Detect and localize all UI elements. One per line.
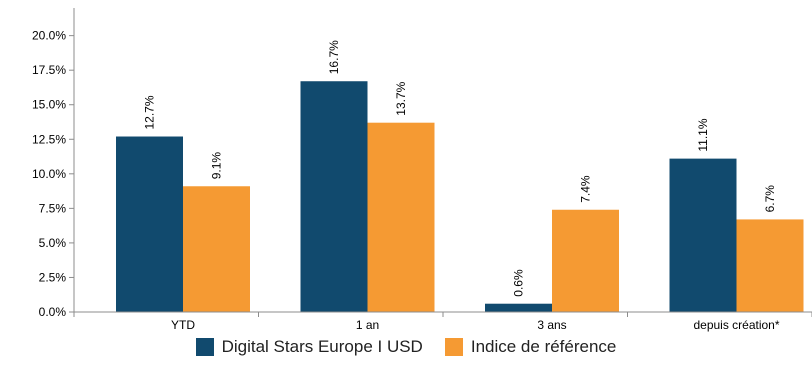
y-tick-label: 15.0% [32, 98, 66, 112]
bar-series-1-1 [300, 81, 368, 313]
bar-series-1-0 [116, 136, 183, 312]
y-axis: 0.0% 2.5% 5.0% 7.5% 10.0% 12.5% 15.0% 17.5% 20.0… [32, 8, 75, 319]
data-label: 7.4% [579, 175, 593, 203]
data-label: 16.7% [327, 40, 341, 74]
data-label: 12.7% [143, 95, 157, 129]
data-label: 11.1% [696, 118, 710, 151]
data-label: 9.1% [210, 152, 224, 180]
data-label: 13.7% [394, 81, 408, 115]
data-label: 0.6% [512, 269, 526, 297]
bar-series-1-3 [669, 158, 737, 312]
x-tick-label: depuis création* [693, 318, 779, 332]
x-tick-label: YTD [171, 318, 195, 332]
bar-series-2-1 [367, 122, 435, 312]
legend-swatch-series-2 [444, 338, 463, 356]
y-tick-label: 20.0% [32, 29, 66, 43]
bars [116, 81, 804, 313]
legend-swatch-series-1 [195, 338, 214, 356]
y-tick-label: 5.0% [39, 236, 67, 250]
bar-series-2-2 [552, 209, 619, 312]
legend-item-series-1: Digital Stars Europe I USD [195, 337, 423, 357]
legend-item-series-2: Indice de référence [444, 337, 617, 357]
bar-series-2-0 [183, 186, 250, 312]
bar-series-1-2 [485, 303, 552, 312]
bar-series-2-3 [736, 219, 804, 312]
y-tick-label: 2.5% [39, 270, 67, 284]
y-tick-label: 10.0% [32, 167, 66, 181]
x-axis: YTD 1 an 3 ans depuis création* [73, 311, 812, 332]
data-label: 6.7% [763, 185, 777, 213]
y-tick-label: 17.5% [32, 63, 66, 77]
y-tick-label: 12.5% [32, 132, 66, 146]
x-tick-label: 1 an [356, 318, 379, 332]
x-tick-label: 3 ans [537, 318, 566, 332]
y-tick-label: 7.5% [39, 201, 67, 215]
legend-label-series-2: Indice de référence [470, 337, 617, 356]
y-tick-label: 0.0% [39, 305, 67, 319]
data-labels: 12.7% 9.1% 16.7% 13.7% 0.6% 7.4% 11.1% 6.7% [143, 40, 778, 297]
legend: Digital Stars Europe I USD Indice de réf… [0, 337, 812, 357]
legend-label-series-1: Digital Stars Europe I USD [221, 337, 423, 356]
